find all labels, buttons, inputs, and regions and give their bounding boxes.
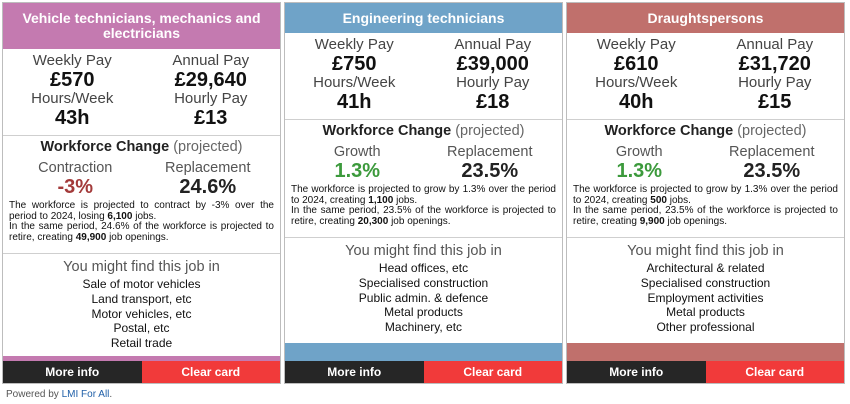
card-color-strip [567,343,844,361]
workforce-title: Workforce Change [322,123,452,139]
more-info-button[interactable]: More info [567,361,706,383]
job-card: Vehicle technicians, mechanics and elect… [2,2,281,384]
clear-card-button[interactable]: Clear card [141,361,280,383]
industry-item: Land transport, etc [91,291,192,306]
hours-value: 41h [337,91,372,113]
annual-pay-value: £29,640 [174,69,247,91]
industry-item: Postal, etc [113,321,170,336]
workforce-projected: (projected) [173,139,243,155]
hourly-pay-value: £13 [194,107,228,129]
card-actions: More info Clear card [3,361,280,383]
industry-item: Head offices, etc [378,261,469,275]
more-info-button[interactable]: More info [285,361,424,383]
hourly-pay-value: £18 [476,91,510,113]
change-value: -3% [57,176,94,198]
workforce-projected: (projected) [455,123,525,139]
industries-section: You might find this job in Architectural… [567,238,844,335]
industry-item: Employment activities [647,290,764,305]
industries-title: You might find this job in [63,259,220,275]
industry-item: Sale of motor vehicles [82,277,201,291]
industry-item: Architectural & related [646,261,765,275]
workforce-description: The workforce is projected to grow by 1.… [573,184,838,227]
job-card: Draughtspersons Weekly Pay £610 Annual Pa… [566,2,845,384]
workforce-section: Workforce Change (projected) Contraction… [3,136,280,254]
weekly-pay-label: Weekly Pay [32,52,112,69]
annual-pay-value: £39,000 [456,53,529,75]
change-value: 1.3% [616,160,663,182]
hours-label: Hours/Week [31,90,114,107]
annual-pay-label: Annual Pay [736,36,814,53]
replacement-label: Replacement [447,144,533,160]
clear-card-button[interactable]: Clear card [423,361,562,383]
card-actions: More info Clear card [567,361,844,383]
weekly-pay-label: Weekly Pay [314,36,394,53]
industry-item: Metal products [666,305,745,320]
pay-section: Weekly Pay £610 Annual Pay £31,720 Hours/W… [567,33,844,120]
industry-item: Retail trade [110,336,173,351]
weekly-pay-label: Weekly Pay [596,36,676,53]
card-title: Engineering technicians [285,3,562,33]
workforce-title: Workforce Change [604,123,734,139]
industry-item: Machinery, etc [384,320,463,335]
industry-item: Specialised construction [358,275,489,290]
card-color-strip [3,356,280,361]
weekly-pay-value: £750 [332,53,377,75]
replacement-value: 24.6% [179,176,237,198]
hourly-pay-label: Hourly Pay [174,90,248,107]
weekly-pay-value: £570 [50,69,95,91]
annual-pay-value: £31,720 [738,53,811,75]
workforce-description: The workforce is projected to contract b… [9,200,274,243]
change-label: Growth [333,144,381,160]
workforce-title: Workforce Change [40,139,170,155]
clear-card-button[interactable]: Clear card [705,361,844,383]
replacement-label: Replacement [165,160,251,176]
lmi-for-all-link[interactable]: LMI For All [61,389,110,400]
industry-item: Other professional [656,320,755,335]
card-color-strip [285,343,562,361]
industries-title: You might find this job in [345,243,502,259]
annual-pay-label: Annual Pay [172,52,250,69]
industries-section: You might find this job in Head offices,… [285,238,562,335]
replacement-value: 23.5% [461,160,519,182]
hours-value: 43h [55,107,90,129]
more-info-button[interactable]: More info [3,361,142,383]
annual-pay-label: Annual Pay [454,36,532,53]
weekly-pay-value: £610 [614,53,659,75]
pay-section: Weekly Pay £570 Annual Pay £29,640 Hours/W… [3,49,280,136]
card-title: Draughtspersons [567,3,844,33]
powered-by: Powered by LMI For All. [6,389,113,400]
replacement-label: Replacement [729,144,815,160]
workforce-section: Workforce Change (projected) Growth 1.3% … [567,120,844,238]
hours-value: 40h [619,91,654,113]
hourly-pay-value: £15 [758,91,792,113]
job-cards: Vehicle technicians, mechanics and elect… [2,2,848,384]
hourly-pay-label: Hourly Pay [738,74,812,91]
card-actions: More info Clear card [285,361,562,383]
workforce-section: Workforce Change (projected) Growth 1.3% … [285,120,562,238]
workforce-description: The workforce is projected to grow by 1.… [291,184,556,227]
industries-section: You might find this job in Sale of motor… [3,254,280,351]
job-card: Engineering technicians Weekly Pay £750 A… [284,2,563,384]
hours-label: Hours/Week [313,74,396,91]
industry-item: Motor vehicles, etc [91,306,192,321]
industry-item: Public admin. & defence [358,290,489,305]
pay-section: Weekly Pay £750 Annual Pay £39,000 Hours/W… [285,33,562,120]
change-value: 1.3% [334,160,381,182]
card-title: Vehicle technicians, mechanics and elect… [3,3,280,49]
change-label: Contraction [38,160,113,176]
replacement-value: 23.5% [743,160,801,182]
industry-item: Specialised construction [640,275,771,290]
industry-item: Metal products [384,305,463,320]
change-label: Growth [615,144,663,160]
hourly-pay-label: Hourly Pay [456,74,530,91]
workforce-projected: (projected) [737,123,807,139]
industries-title: You might find this job in [627,243,784,259]
hours-label: Hours/Week [595,74,678,91]
